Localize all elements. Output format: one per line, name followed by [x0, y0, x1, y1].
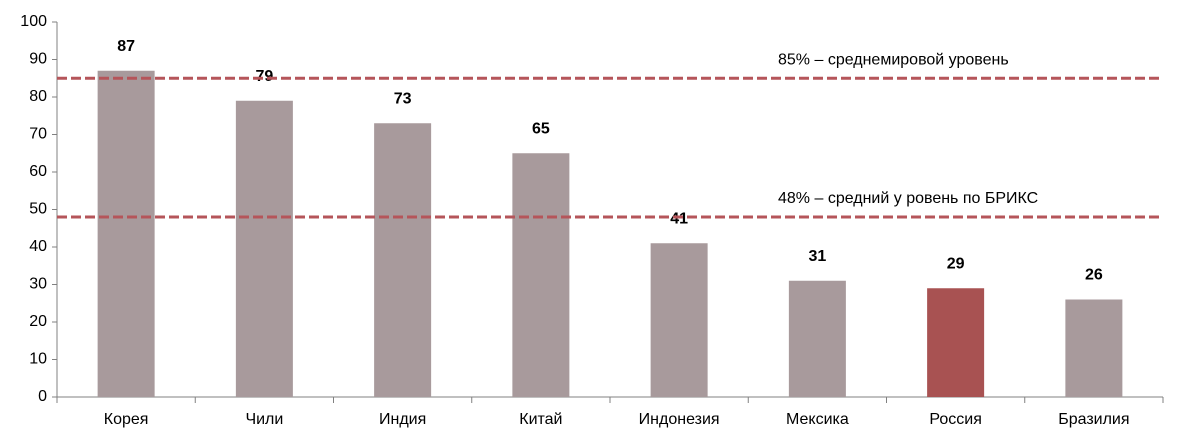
bar: [235, 100, 293, 397]
value-label: 87: [117, 38, 135, 55]
value-label: 41: [670, 210, 688, 227]
value-label: 79: [255, 68, 273, 85]
reference-label: 85% – среднемировой уровень: [778, 51, 1009, 68]
bar: [1065, 299, 1123, 397]
bar: [97, 70, 155, 397]
y-tick-label: 40: [29, 238, 47, 255]
bar: [650, 243, 708, 397]
reference-label: 48% – средний у ровень по БРИКС: [778, 190, 1038, 207]
y-tick-label: 50: [29, 201, 47, 218]
value-label: 65: [532, 120, 550, 137]
value-label: 31: [808, 248, 826, 265]
y-tick-label: 30: [29, 276, 47, 293]
bar: [788, 280, 846, 397]
y-tick-label: 0: [38, 388, 47, 405]
x-tick-label: Чили: [245, 411, 283, 428]
x-tick-label: Индонезия: [639, 411, 720, 428]
y-tick-label: 10: [29, 351, 47, 368]
x-tick-label: Россия: [929, 411, 981, 428]
x-tick-label: Мексика: [786, 411, 849, 428]
x-tick-label: Корея: [104, 411, 149, 428]
y-tick-label: 100: [20, 13, 47, 30]
value-label: 73: [394, 90, 412, 107]
y-tick-label: 80: [29, 88, 47, 105]
x-tick-label: Бразилия: [1058, 411, 1129, 428]
bar: [374, 123, 432, 397]
y-tick-label: 70: [29, 126, 47, 143]
bar: [927, 288, 985, 397]
y-tick-label: 90: [29, 51, 47, 68]
value-label: 29: [947, 255, 965, 272]
y-tick-label: 20: [29, 313, 47, 330]
x-tick-label: Индия: [379, 411, 426, 428]
value-label: 26: [1085, 267, 1103, 284]
y-tick-label: 60: [29, 163, 47, 180]
bar: [512, 153, 570, 397]
x-tick-label: Китай: [519, 411, 562, 428]
